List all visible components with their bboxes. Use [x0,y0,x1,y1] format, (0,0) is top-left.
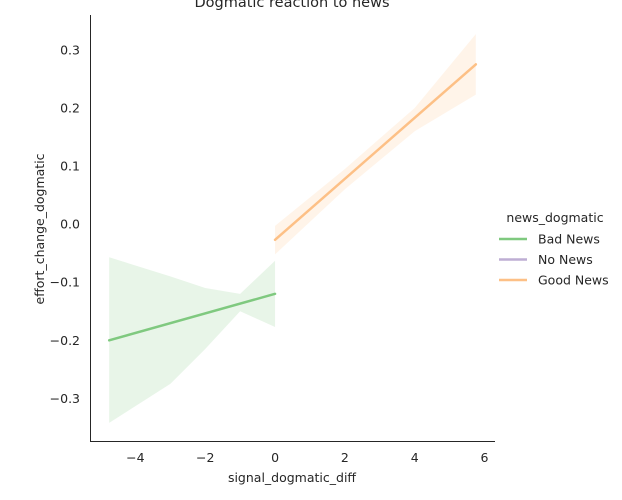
y-axis-label: effort_change_dogmatic [32,153,47,304]
legend-title: news_dogmatic [506,210,603,225]
x-tick-label: −2 [196,450,214,465]
legend-label-no-news: No News [538,252,593,267]
bad-news-ci-band [109,257,276,423]
legend-entries: Bad News No News Good News [499,232,609,288]
y-tick-label: 0.0 [60,217,80,232]
legend: news_dogmatic Bad News No News Good News [499,210,609,288]
bad-news-regression-line [107,292,277,342]
legend-label-good-news: Good News [538,273,609,288]
confidence-bands [109,34,476,423]
y-tick-label: −0.3 [50,391,80,406]
x-tick-label: 4 [411,450,419,465]
regression-lines [107,63,478,342]
y-tick-label: 0.3 [60,42,80,57]
x-tick-label: 0 [271,450,279,465]
x-axis-ticks: −4 −2 0 2 4 6 [126,450,488,465]
y-tick-label: 0.1 [60,159,80,174]
good-news-regression-line [273,63,478,242]
y-axis-ticks: −0.3 −0.2 −0.1 0.0 0.1 0.2 0.3 [50,42,80,406]
x-tick-label: 2 [341,450,349,465]
good-news-ci-band [275,34,476,255]
legend-label-bad-news: Bad News [538,232,600,247]
y-tick-label: −0.2 [50,333,80,348]
plot-area [107,34,478,423]
y-tick-label: 0.2 [60,100,80,115]
x-tick-label: 6 [481,450,489,465]
y-tick-label: −0.1 [50,275,80,290]
chart-title: Dogmatic reaction to news [194,0,389,11]
x-tick-label: −4 [126,450,144,465]
x-axis-label: signal_dogmatic_diff [228,470,356,485]
